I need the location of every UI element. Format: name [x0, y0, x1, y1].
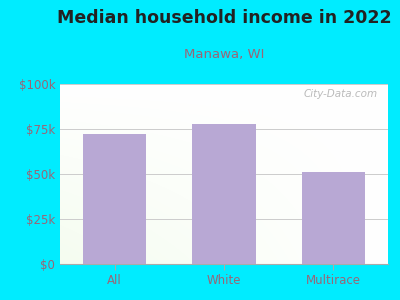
Bar	[192, 124, 256, 264]
Text: Manawa, WI: Manawa, WI	[184, 48, 264, 61]
Text: Median household income in 2022: Median household income in 2022	[57, 9, 391, 27]
Bar	[83, 134, 146, 264]
Text: City-Data.com: City-Data.com	[304, 89, 378, 99]
Bar	[302, 172, 365, 264]
